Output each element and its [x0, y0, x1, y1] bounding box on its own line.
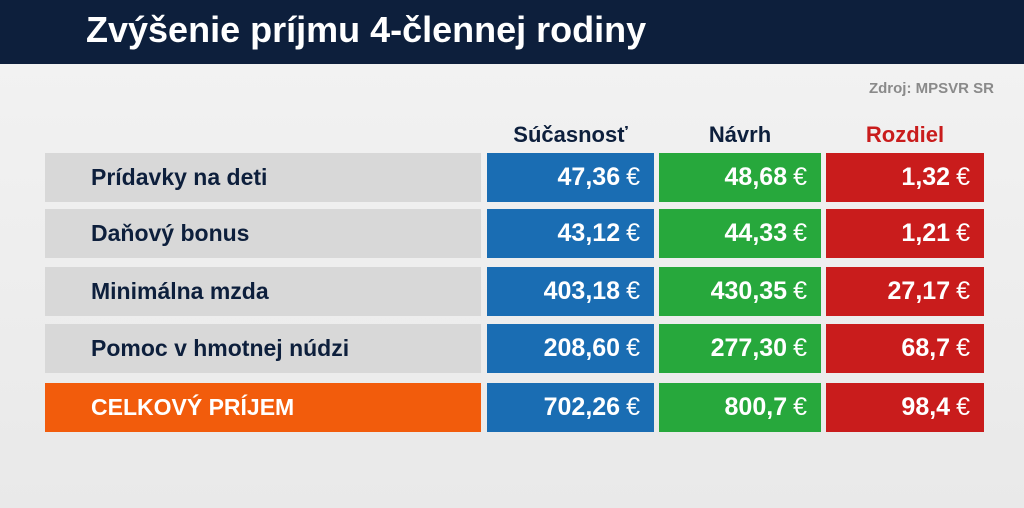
value-number: 44,33	[724, 219, 788, 247]
value-number: 208,60	[543, 334, 621, 362]
currency-symbol: €	[956, 393, 970, 421]
value-cell: 44,33 €	[659, 209, 821, 258]
currency-symbol: €	[793, 334, 807, 362]
value-cell: 702,26 €	[487, 383, 654, 432]
value-number: 430,35	[710, 277, 788, 305]
value-number: 48,68	[724, 163, 788, 191]
value-cell: 208,60 €	[487, 324, 654, 373]
title-bar: Zvýšenie príjmu 4-člennej rodiny	[0, 0, 1024, 64]
currency-symbol: €	[793, 219, 807, 247]
value-number: 702,26	[543, 393, 621, 421]
currency-symbol: €	[956, 163, 970, 191]
currency-symbol: €	[626, 219, 640, 247]
value-cell: 68,7 €	[826, 324, 984, 373]
value-cell: 403,18 €	[487, 267, 654, 316]
value-cell: 1,21 €	[826, 209, 984, 258]
value-number: 27,17	[887, 277, 951, 305]
value-cell: 98,4 €	[826, 383, 984, 432]
col-header-current: Súčasnosť	[513, 122, 628, 147]
source-label: Zdroj: MPSVR SR	[868, 80, 994, 97]
total-row-label: CELKOVÝ PRÍJEM	[45, 383, 481, 432]
value-cell: 27,17 €	[826, 267, 984, 316]
currency-symbol: €	[626, 277, 640, 305]
currency-symbol: €	[626, 334, 640, 362]
value-cell: 800,7 €	[659, 383, 821, 432]
value-number: 1,21	[901, 219, 951, 247]
value-cell: 43,12 €	[487, 209, 654, 258]
value-number: 800,7	[724, 393, 788, 421]
col-header-difference: Rozdiel	[865, 122, 945, 147]
value-number: 43,12	[557, 219, 621, 247]
row-label: Prídavky na deti	[45, 153, 481, 202]
row-label: Minimálna mzda	[45, 267, 481, 316]
currency-symbol: €	[626, 163, 640, 191]
value-number: 98,4	[901, 393, 951, 421]
value-cell: 48,68 €	[659, 153, 821, 202]
value-number: 47,36	[557, 163, 621, 191]
value-cell: 47,36 €	[487, 153, 654, 202]
value-cell: 277,30 €	[659, 324, 821, 373]
value-number: 277,30	[710, 334, 788, 362]
row-label: Daňový bonus	[45, 209, 481, 258]
currency-symbol: €	[793, 163, 807, 191]
row-label: Pomoc v hmotnej núdzi	[45, 324, 481, 373]
currency-symbol: €	[626, 393, 640, 421]
value-cell: 430,35 €	[659, 267, 821, 316]
currency-symbol: €	[956, 219, 970, 247]
value-cell: 1,32 €	[826, 153, 984, 202]
currency-symbol: €	[956, 277, 970, 305]
currency-symbol: €	[793, 393, 807, 421]
value-number: 1,32	[901, 163, 951, 191]
value-number: 403,18	[543, 277, 621, 305]
value-number: 68,7	[901, 334, 951, 362]
col-header-proposal: Návrh	[708, 122, 772, 147]
page-title: Zvýšenie príjmu 4-člennej rodiny	[86, 9, 647, 50]
currency-symbol: €	[956, 334, 970, 362]
currency-symbol: €	[793, 277, 807, 305]
